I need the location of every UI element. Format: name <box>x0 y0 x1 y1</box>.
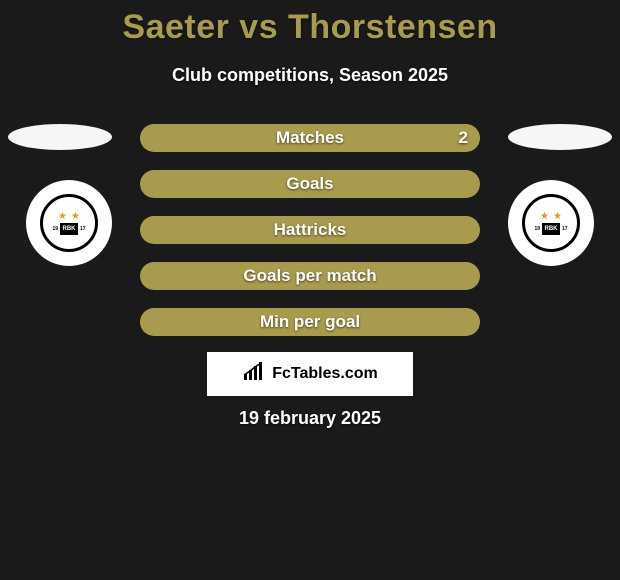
date-label: 19 february 2025 <box>0 408 620 429</box>
logo-year-left: 19 <box>52 226 58 232</box>
brand-badge[interactable]: FcTables.com <box>207 352 413 396</box>
star-icon: ★ <box>71 212 80 222</box>
page-title: Saeter vs Thorstensen <box>0 0 620 47</box>
left-player-disc <box>8 124 112 150</box>
stat-label: Goals per match <box>243 266 376 286</box>
subtitle: Club competitions, Season 2025 <box>0 65 620 86</box>
stat-row-goals-per-match: Goals per match <box>140 262 480 290</box>
stat-row-goals: Goals <box>140 170 480 198</box>
logo-abbrev: RBK <box>60 223 78 235</box>
logo-year-right: 17 <box>80 226 86 232</box>
logo-year-left: 19 <box>534 226 540 232</box>
stat-label: Min per goal <box>260 312 360 332</box>
stat-row-matches: Matches 2 <box>140 124 480 152</box>
stat-label: Matches <box>276 128 344 148</box>
stat-label: Hattricks <box>274 220 347 240</box>
brand-label: FcTables.com <box>272 365 378 383</box>
stat-label: Goals <box>286 174 333 194</box>
chart-icon <box>242 362 266 387</box>
stat-row-hattricks: Hattricks <box>140 216 480 244</box>
right-team-logo: ★ ★ 19 RBK 17 <box>508 180 594 266</box>
logo-abbrev: RBK <box>542 223 560 235</box>
stat-row-min-per-goal: Min per goal <box>140 308 480 336</box>
star-icon: ★ <box>540 212 549 222</box>
star-icon: ★ <box>58 212 67 222</box>
stats-panel: Matches 2 Goals Hattricks Goals per matc… <box>140 124 480 354</box>
star-icon: ★ <box>553 212 562 222</box>
left-team-logo: ★ ★ 19 RBK 17 <box>26 180 112 266</box>
logo-year-right: 17 <box>562 226 568 232</box>
stat-value: 2 <box>459 128 468 148</box>
right-player-disc <box>508 124 612 150</box>
